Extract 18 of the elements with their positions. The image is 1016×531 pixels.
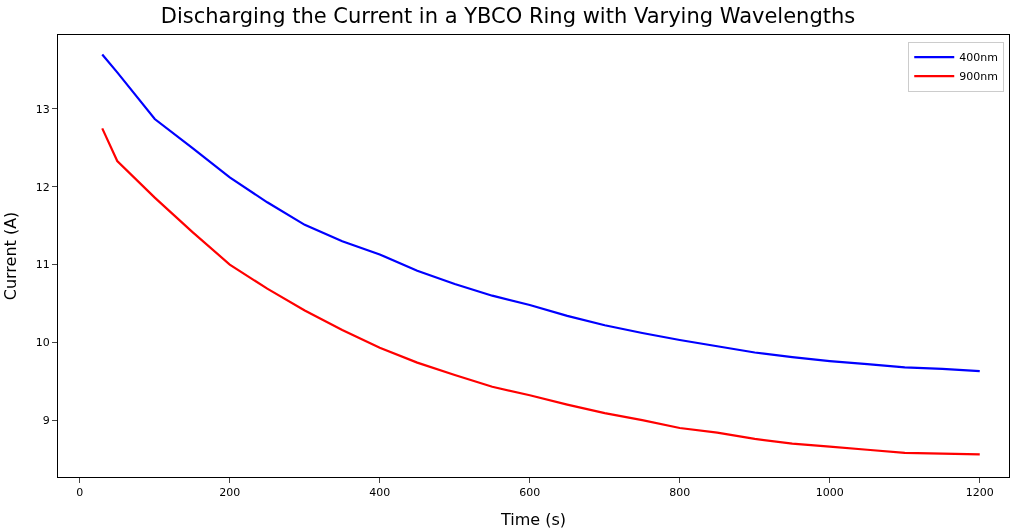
line-series bbox=[101, 127, 981, 456]
legend-label: 400nm bbox=[959, 51, 998, 65]
y-tick-label: 12 bbox=[35, 180, 50, 194]
x-tick-label: 400 bbox=[369, 486, 391, 500]
x-tick-label: 0 bbox=[76, 486, 84, 500]
x-axis-title: Time (s) bbox=[499, 509, 567, 529]
chart-title: Discharging the Current in a YBCO Ring with Varying Wavelengths bbox=[160, 3, 856, 28]
y-tick-label: 11 bbox=[35, 258, 50, 272]
x-tick-label: 200 bbox=[219, 486, 241, 500]
y-tick-label: 9 bbox=[42, 414, 50, 428]
x-tick-label: 1000 bbox=[815, 486, 844, 500]
x-tick-label: 800 bbox=[669, 486, 691, 500]
y-tick-label: 10 bbox=[35, 336, 50, 350]
x-tick-label: 600 bbox=[519, 486, 541, 500]
y-axis-title: Current (A) bbox=[0, 211, 20, 301]
y-tick-label: 13 bbox=[35, 102, 50, 116]
x-tick-label: 1200 bbox=[965, 486, 994, 500]
legend-label: 900nm bbox=[959, 70, 998, 84]
